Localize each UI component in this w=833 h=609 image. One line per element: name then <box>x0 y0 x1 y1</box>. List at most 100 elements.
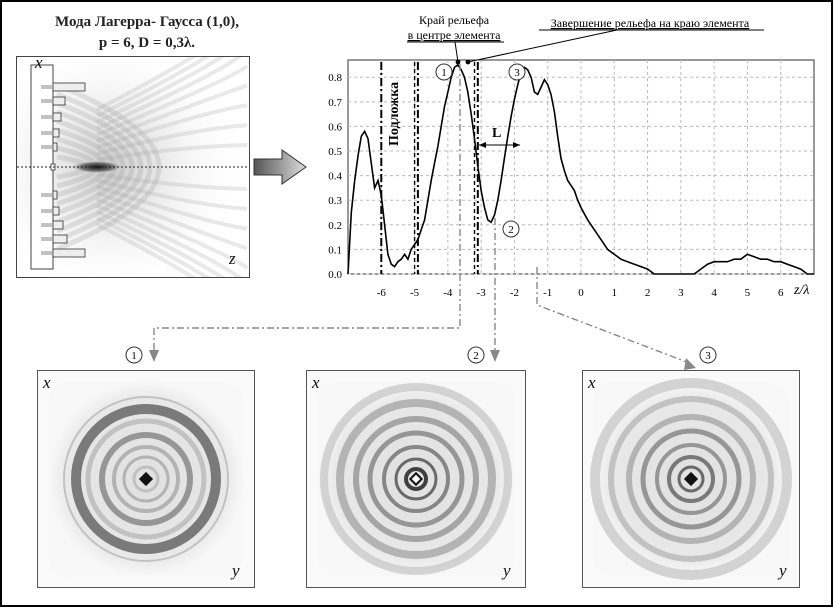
image3-y-label: y <box>779 561 787 580</box>
image-label-3: 3 <box>699 346 717 364</box>
svg-text:2: 2 <box>473 350 479 362</box>
point-marker-1: 1 <box>435 63 453 81</box>
image-label-1: 1 <box>125 346 143 364</box>
x-tick-label: 1 <box>612 287 618 299</box>
intensity-image-2: x y <box>306 370 526 588</box>
x-tick-label: -4 <box>443 287 453 299</box>
fringe-upper <box>96 57 197 112</box>
y-tick-label: 0.7 <box>328 97 342 109</box>
fringe-upper <box>96 64 249 137</box>
x-tick-label: 6 <box>778 287 784 299</box>
svg-text:3: 3 <box>514 67 520 79</box>
x-tick-label: 4 <box>711 287 717 299</box>
point-marker-2: 2 <box>502 220 520 238</box>
x-axis-label: z/λ <box>793 283 809 298</box>
intensity-ring <box>99 432 193 526</box>
x-tick-label: -2 <box>510 287 519 299</box>
intensity-ring <box>404 467 428 491</box>
intensity-image-1: x y <box>37 370 255 588</box>
x-tick-labels: -6 -5 -4 -3 -2 -1 0 1 2 3 4 5 6 <box>377 287 784 299</box>
image2-y-label: y <box>503 561 511 580</box>
x-tick-label: -6 <box>377 287 387 299</box>
image1-x-label: x <box>43 373 51 392</box>
fringe-upper <box>96 57 226 125</box>
arrow-right-icon <box>253 149 307 185</box>
intensity-ring <box>608 396 774 562</box>
x-tick-label: 5 <box>745 287 751 299</box>
annotation-center-line1: Край рельефа <box>419 13 490 27</box>
fringe-upper <box>96 83 248 143</box>
fringe-upper <box>96 103 248 150</box>
intensity-ring <box>132 465 160 493</box>
xz-z-label: z <box>229 249 236 268</box>
arrowhead-1 <box>149 350 159 362</box>
intensity-ring <box>112 445 180 513</box>
svg-text:2: 2 <box>508 224 514 236</box>
title-line-2: p = 6, D = 0,3λ. <box>98 35 196 51</box>
center-spot <box>683 471 699 487</box>
intensity-ring <box>122 455 170 503</box>
L-label: L <box>492 126 501 141</box>
intensity-ring <box>677 465 705 493</box>
annotation-center-line2: в центре элемента <box>408 28 502 42</box>
relief-steps <box>41 82 86 258</box>
y-tick-labels: 0.0 0.1 0.2 0.3 0.4 0.5 0.6 0.7 0.8 <box>328 72 342 281</box>
intensity-ring <box>71 404 221 554</box>
intensity-ring <box>590 378 792 580</box>
arrowhead-2 <box>490 350 500 362</box>
fringe-lower <box>96 222 197 277</box>
image-label-2: 2 <box>467 346 485 364</box>
y-tick-label: 0.6 <box>328 121 342 133</box>
image2-x-label: x <box>312 373 320 392</box>
substrate-label: Подложка <box>387 82 402 146</box>
intensity-ring <box>353 416 479 542</box>
fringe-lower <box>96 184 248 231</box>
arrowhead-3 <box>684 358 696 370</box>
annotation-edge: Завершение рельефа на краю элемента <box>551 16 750 30</box>
intensity-ring <box>667 455 715 503</box>
center-spot <box>138 471 154 487</box>
fringe-lower <box>96 216 210 277</box>
image1-y-label: y <box>232 561 240 580</box>
xz-intensity-svg <box>17 57 249 277</box>
x-tick-label: -3 <box>477 287 487 299</box>
xz-x-label: x <box>35 56 43 72</box>
plot-frame <box>347 59 815 275</box>
center-spot <box>408 471 424 487</box>
y-tick-label: 0.8 <box>328 72 342 84</box>
point-marker-3: 3 <box>508 63 526 81</box>
xz-intensity-panel: x z <box>16 56 250 278</box>
fringe-lower <box>96 197 249 270</box>
intensity-ring <box>655 443 727 515</box>
fringe-lower <box>96 178 248 211</box>
fringe-lower <box>96 191 248 251</box>
y-tick-label: 0.3 <box>328 195 342 207</box>
y-tick-label: 0.0 <box>328 269 342 281</box>
fringe-upper <box>96 123 248 156</box>
intensity-ring <box>382 445 450 513</box>
y-tick-label: 0.2 <box>328 220 342 232</box>
fringe-upper <box>96 57 210 118</box>
x-tick-label: 0 <box>578 287 584 299</box>
x-tick-label: -1 <box>543 287 552 299</box>
fringe-arc <box>56 100 144 234</box>
fringe-upper <box>96 57 242 131</box>
svg-text:1: 1 <box>441 67 447 79</box>
intensity-ring <box>63 396 229 562</box>
intensity-ring <box>320 383 512 575</box>
intensity-ring <box>640 428 742 530</box>
intensity-ring <box>626 414 756 544</box>
y-tick-label: 0.5 <box>328 146 342 158</box>
intensity-ring <box>367 430 465 528</box>
x-tick-label: 3 <box>678 287 684 299</box>
intensity-image-3: x y <box>582 370 800 588</box>
figure-title: Мода Лагерра- Гаусса (1,0), p = 6, D = 0… <box>22 12 272 54</box>
image3-x-label: x <box>588 373 596 392</box>
title-line-1: Мода Лагерра- Гаусса (1,0), <box>55 14 239 30</box>
intensity-ring <box>394 457 438 501</box>
fringe-lower <box>96 209 226 277</box>
x-tick-label: 2 <box>645 287 651 299</box>
fringe-upper <box>96 143 248 162</box>
